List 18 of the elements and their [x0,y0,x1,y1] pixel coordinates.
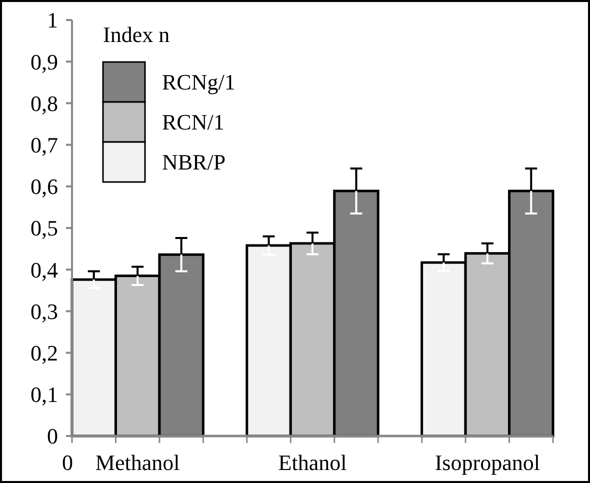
x-tick-label: Isopropanol [434,450,540,475]
y-tick-label: 0,8 [30,90,58,116]
y-tick-label: 0,1 [30,382,58,408]
legend-label: RCNg/1 [162,70,236,95]
y-tick-label: 0,5 [30,216,58,241]
legend-title: Index n [103,22,170,47]
x-tick-label: Ethanol [278,450,347,475]
y-tick-label: 0,6 [30,174,58,200]
x-tick-label: Methanol [95,450,180,475]
y-tick-label: 0 [47,424,58,449]
y-tick-label: 0,4 [30,257,58,282]
legend-label: NBR/P [162,150,226,175]
y-tick-label: 1 [47,8,58,33]
y-tick-label: 0,9 [30,49,58,74]
y-tick-label: 0,3 [30,298,58,324]
y-tick-label: 0,2 [30,340,58,366]
y-tick-label: 0,7 [30,132,58,158]
legend-label: RCN/1 [162,110,224,135]
